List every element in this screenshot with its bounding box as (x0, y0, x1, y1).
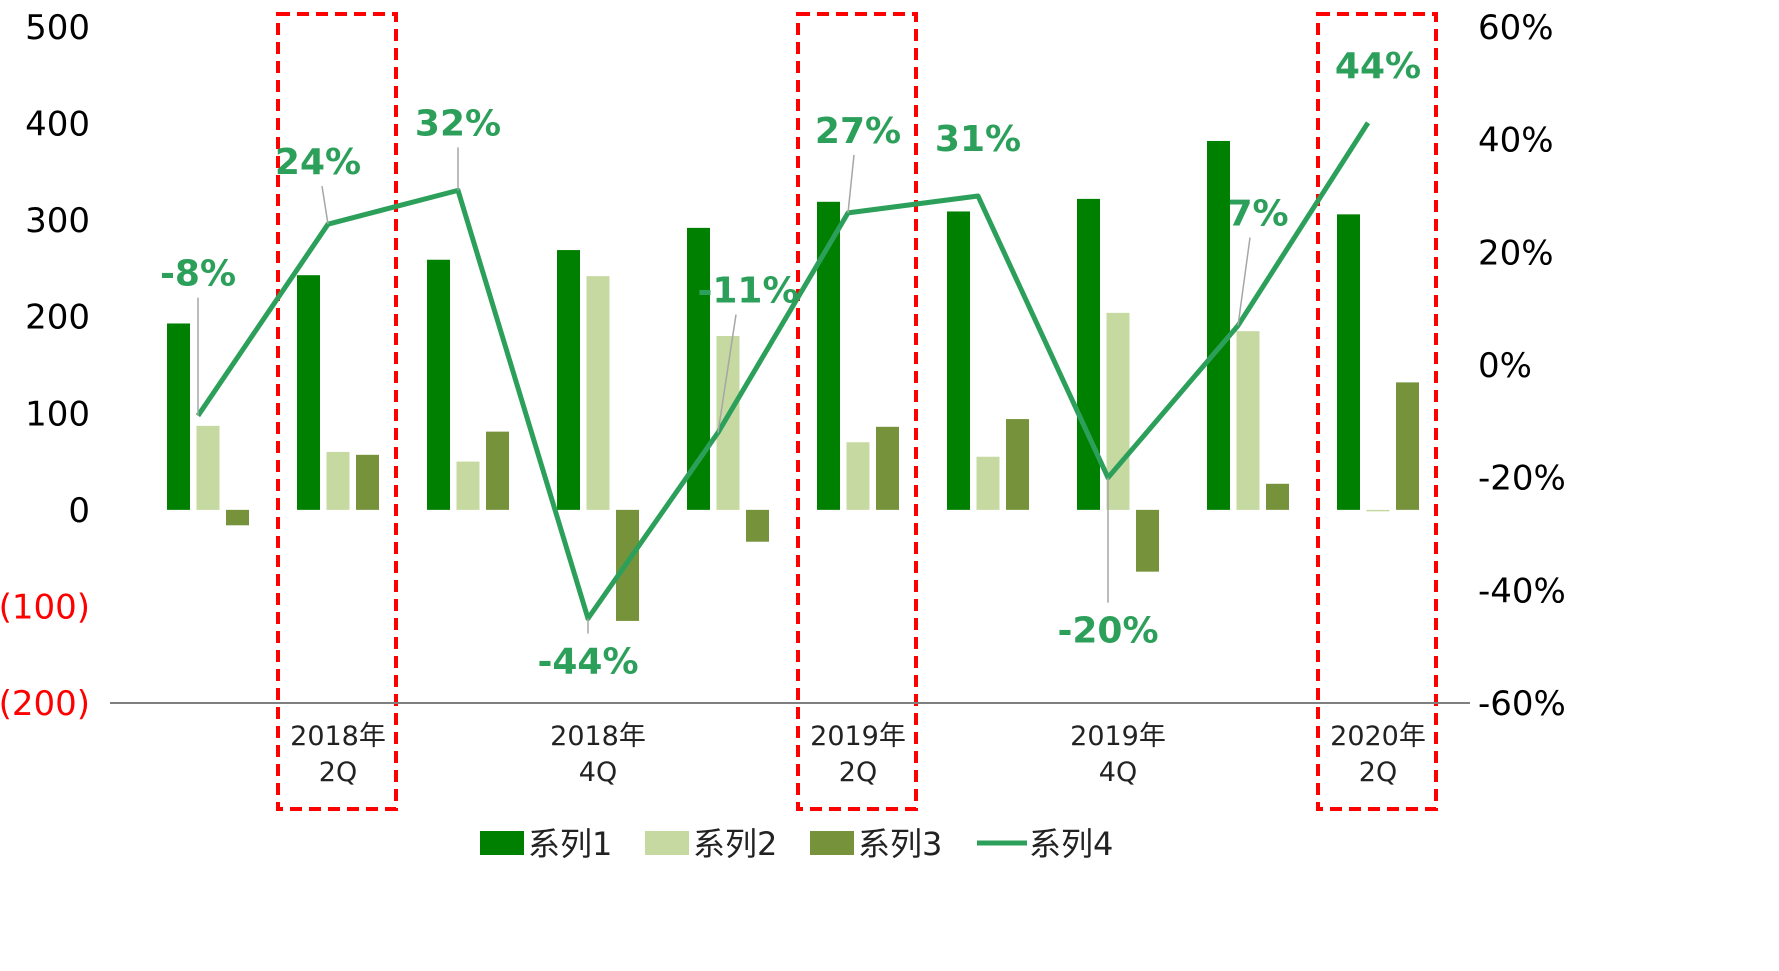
x-tick-label-line: 2Q (319, 757, 357, 788)
bar-系列3 (1006, 419, 1029, 510)
data-label: -44% (537, 642, 638, 683)
y-right-tick-label: 0% (1478, 346, 1532, 386)
y-left-tick-label: (100) (0, 587, 90, 627)
y-left-tick-label: 0 (68, 491, 90, 531)
bar-系列3 (226, 509, 249, 526)
x-tick-label-line: 2Q (839, 757, 877, 788)
bar-系列3 (746, 509, 769, 542)
y-left-tick-label: 100 (25, 394, 90, 434)
line-series (195, 121, 1371, 621)
data-label: 24% (275, 142, 361, 183)
x-tick-label: 2020年 2Q (1330, 721, 1426, 788)
x-tick-label-line: 2019年 (810, 721, 906, 752)
data-label: 32% (415, 103, 501, 144)
y-right-tick-label: 60% (1478, 8, 1554, 48)
bar-系列1 (427, 259, 450, 510)
y-left-tick-label: 400 (25, 105, 90, 145)
legend-label: 系列4 (1029, 825, 1113, 863)
y-left-tick-label: 500 (25, 8, 90, 48)
y-right-tick-label: -60% (1478, 684, 1566, 724)
leader-line (847, 154, 855, 213)
bar-系列2 (716, 336, 740, 510)
bar-系列2 (196, 425, 220, 510)
bar-系列3 (1396, 382, 1419, 510)
x-tick-label: 2019年 2Q (810, 721, 906, 788)
bar-系列3 (1266, 483, 1289, 510)
bar-系列3 (356, 454, 379, 510)
leader-line (1237, 237, 1251, 326)
line-系列4 (195, 121, 1371, 621)
y-left-tick-label: 300 (25, 201, 90, 241)
bar-系列2 (1366, 509, 1390, 512)
legend-label: 系列2 (693, 825, 777, 863)
data-label: -11% (697, 271, 798, 312)
bar-系列2 (976, 456, 1000, 510)
data-label: 31% (935, 119, 1021, 160)
legend-label: 系列1 (528, 825, 612, 863)
bar-系列1 (817, 201, 840, 510)
bar-系列2 (846, 442, 870, 510)
highlight-box (276, 12, 398, 811)
bar-系列1 (1337, 214, 1360, 510)
bar-系列3 (1136, 509, 1159, 572)
bar-系列1 (1077, 198, 1100, 510)
legend-swatch (645, 831, 689, 855)
bar-系列1 (687, 227, 710, 510)
bar-系列2 (326, 451, 350, 510)
x-tick-label: 2019年 4Q (1070, 721, 1166, 788)
data-label: 7% (1227, 194, 1288, 235)
x-tick-label-line: 2020年 (1330, 721, 1426, 752)
bar-系列2 (456, 461, 480, 510)
legend: 系列1 系列2 系列3 系列4 (480, 825, 1113, 863)
y-right-tick-label: 20% (1478, 233, 1554, 273)
leader-line (717, 314, 737, 433)
y-right-tick-label: 40% (1478, 121, 1554, 161)
x-tick-label-line: 2018年 (550, 721, 646, 752)
bar-系列3 (876, 426, 899, 510)
highlight-box (1316, 12, 1438, 811)
bar-系列2 (586, 276, 610, 510)
bar-系列2 (1106, 312, 1130, 510)
y-right-tick-label: -20% (1478, 459, 1566, 499)
bar-系列3 (486, 431, 509, 510)
bar-系列1 (947, 211, 970, 510)
data-labels: -8% 24% 32% -44% -11% 27% 31% -20% 7% 44% (160, 46, 1421, 683)
data-label: -8% (160, 254, 236, 295)
axes: 500 400 300 200 100 0 (100) (200) 60% 40% 20% 0% -20… (0, 8, 1566, 788)
bar-系列2 (1236, 331, 1260, 510)
leader-line (321, 186, 329, 225)
y-right-tick-label: -40% (1478, 571, 1566, 611)
bar-系列1 (167, 323, 190, 510)
bar-系列1 (297, 275, 320, 510)
y-left-tick-label: 200 (25, 298, 90, 338)
legend-swatch (810, 831, 854, 855)
data-label: 27% (815, 111, 901, 152)
highlight-boxes (276, 12, 1438, 811)
legend-swatch (480, 831, 524, 855)
legend-label: 系列3 (858, 825, 942, 863)
x-tick-label: 2018年 4Q (550, 721, 646, 788)
bar-系列1 (557, 250, 580, 510)
highlight-box (796, 12, 918, 811)
bar-系列1 (1207, 140, 1230, 510)
y-left-tick-label: (200) (0, 684, 90, 724)
x-tick-label-line: 2Q (1359, 757, 1397, 788)
x-tick-label-line: 2019年 (1070, 721, 1166, 752)
x-tick-label-line: 2018年 (290, 721, 386, 752)
x-tick-label-line: 4Q (579, 757, 617, 788)
x-tick-label: 2018年 2Q (290, 721, 386, 788)
data-label: -20% (1057, 611, 1158, 652)
x-tick-label-line: 4Q (1099, 757, 1137, 788)
data-label: 44% (1335, 46, 1421, 87)
bars (167, 140, 1419, 621)
